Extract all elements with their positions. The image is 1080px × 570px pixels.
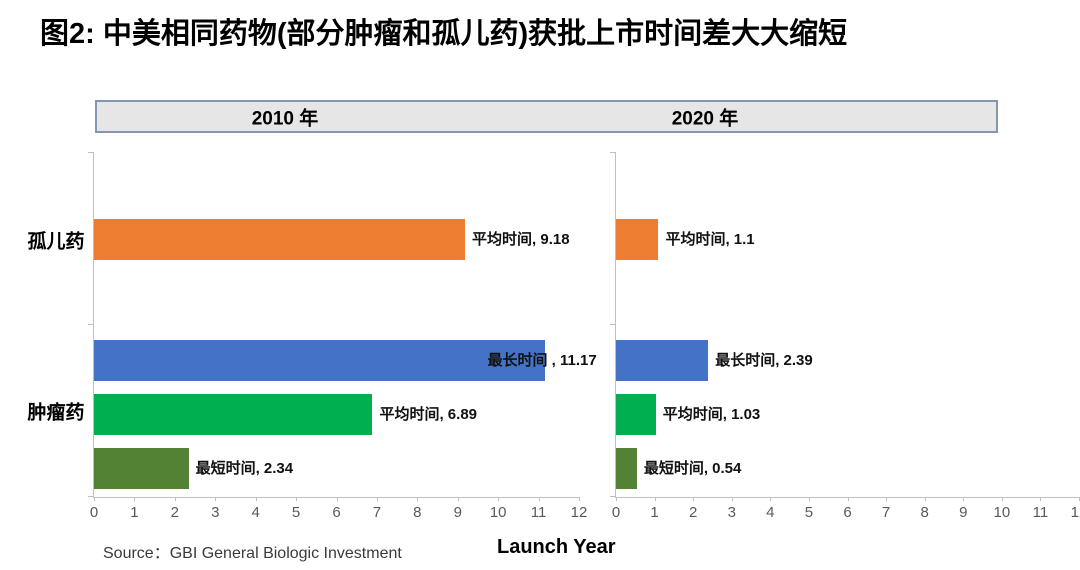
- year-2010-label: 2010 年: [251, 108, 319, 129]
- bar-average-time: [616, 394, 656, 435]
- x-axis-tick-label: 8: [413, 504, 422, 521]
- x-axis-tick-label: 2: [170, 504, 179, 521]
- x-axis-tick: [654, 497, 656, 501]
- x-axis-tick: [924, 497, 926, 501]
- x-axis-tick-label: 7: [881, 504, 891, 521]
- bar-longest-time: [94, 340, 546, 381]
- x-axis-tick: [255, 497, 257, 501]
- x-axis-tick: [296, 497, 298, 501]
- bar-longest-time: [616, 340, 709, 381]
- bar-average-time: [94, 219, 466, 260]
- x-axis-tick-label: 11: [1032, 504, 1049, 521]
- y-axis-tick: [88, 152, 94, 153]
- x-axis-tick: [731, 497, 733, 501]
- x-axis-tick-label: 4: [251, 504, 260, 521]
- x-axis-tick: [174, 497, 176, 501]
- x-axis-tick: [134, 497, 136, 501]
- bar-value-label: 最短时间, 0.54: [643, 460, 742, 477]
- chart-panel-2010: 0 1 2 3 4 5 6 7 8 9 10 11 12 平均时间, 9.18 最长时间 , 11.17 平均…: [88, 152, 597, 521]
- x-axis-tick-label: 9: [959, 504, 968, 521]
- x-axis-tick-label: 7: [372, 504, 382, 521]
- x-axis-tick: [808, 497, 810, 501]
- x-axis-title: Launch Year: [497, 536, 616, 558]
- x-axis-tick-label: 5: [804, 504, 814, 521]
- bar-shortest-time: [94, 448, 189, 489]
- y-axis-tick: [88, 324, 94, 325]
- bar-value-label: 最短时间, 2.34: [195, 460, 294, 477]
- bar-value-label: 最长时间, 2.39: [715, 352, 813, 369]
- x-axis-tick: [215, 497, 217, 501]
- year-header-band: 2010 年 2020 年: [95, 100, 998, 133]
- x-axis-tick-label: 6: [843, 504, 852, 521]
- x-axis-tick-label: 3: [727, 504, 736, 521]
- y-axis-tick: [610, 496, 616, 497]
- x-axis-tick-label: 10: [993, 504, 1011, 521]
- bar-value-label: 平均时间, 1.1: [665, 231, 755, 248]
- x-axis-tick: [1040, 497, 1042, 501]
- x-axis-tick: [847, 497, 849, 501]
- bar-value-label: 平均时间, 1.03: [662, 406, 761, 423]
- x-axis-tick: [94, 497, 95, 501]
- x-axis-tick-label: 4: [766, 504, 775, 521]
- y-axis-tick: [610, 152, 616, 153]
- x-axis-tick-label: 9: [453, 504, 462, 521]
- x-axis-tick-label: 5: [291, 504, 301, 521]
- x-axis-tick: [498, 497, 500, 501]
- x-axis-tick: [1001, 497, 1003, 501]
- bar-value-label: 平均时间, 6.89: [379, 406, 477, 423]
- x-axis-tick: [336, 497, 338, 501]
- bar-value-label: 平均时间, 9.18: [472, 231, 570, 248]
- category-label-tumor-drug: 肿瘤药: [27, 402, 85, 424]
- x-axis-tick-label: 1: [650, 504, 659, 521]
- x-axis-tick: [616, 497, 617, 501]
- bar-average-time: [616, 219, 659, 260]
- x-axis-tick: [376, 497, 378, 501]
- x-axis-tick-label: 12: [1070, 504, 1080, 521]
- x-axis-tick-label: 0: [89, 504, 99, 521]
- x-axis-tick-label: 8: [920, 504, 929, 521]
- y-axis-tick: [610, 324, 616, 325]
- x-axis-tick: [963, 497, 965, 501]
- x-axis-tick-label: 6: [332, 504, 341, 521]
- year-2020-label: 2020 年: [671, 108, 739, 129]
- x-axis-tick: [417, 497, 419, 501]
- x-axis-tick-label: 0: [611, 504, 621, 521]
- bar-value-label: 最长时间 , 11.17: [487, 352, 597, 369]
- x-axis-tick: [579, 497, 580, 501]
- x-axis-tick-label: 10: [489, 504, 507, 521]
- x-axis-tick: [693, 497, 695, 501]
- chart-title: 图2: 中美相同药物(部分肿瘤和孤儿药)获批上市时间差大大缩短: [40, 18, 848, 50]
- x-axis-tick-label: 12: [570, 504, 588, 521]
- x-axis-tick: [770, 497, 772, 501]
- x-axis-tick: [538, 497, 540, 501]
- y-axis-tick: [88, 496, 94, 497]
- x-axis-tick: [886, 497, 888, 501]
- category-label-orphan-drug: 孤儿药: [27, 231, 85, 253]
- x-axis-tick-label: 1: [130, 504, 139, 521]
- x-axis-tick-label: 11: [530, 504, 547, 521]
- bar-shortest-time: [616, 448, 637, 489]
- bar-average-time: [94, 394, 373, 435]
- source-note: Source：GBI General Biologic Investment: [103, 545, 402, 562]
- x-axis-tick-label: 3: [211, 504, 220, 521]
- x-axis-tick-label: 2: [688, 504, 698, 521]
- x-axis-tick: [457, 497, 459, 501]
